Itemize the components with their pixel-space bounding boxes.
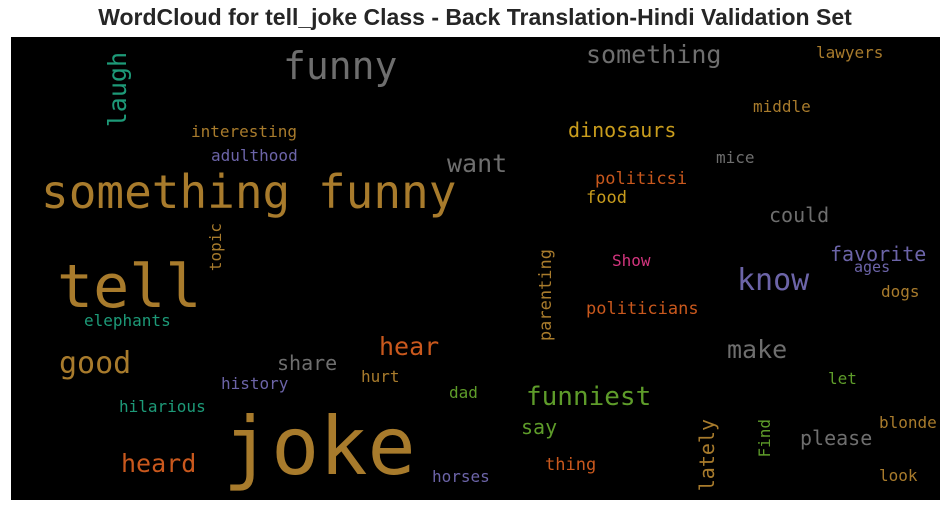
cloud-word: look bbox=[879, 466, 918, 485]
cloud-word: joke bbox=[223, 400, 416, 493]
cloud-word: thing bbox=[545, 455, 597, 475]
cloud-word: lately bbox=[695, 419, 719, 492]
cloud-word: let bbox=[828, 369, 857, 388]
cloud-word: hear bbox=[379, 332, 440, 361]
cloud-word: say bbox=[521, 415, 558, 439]
cloud-word: lawyers bbox=[816, 43, 884, 62]
cloud-word: mice bbox=[716, 148, 755, 167]
cloud-word: interesting bbox=[191, 122, 297, 141]
cloud-word: topic bbox=[206, 223, 225, 272]
cloud-word: Find bbox=[755, 419, 774, 458]
cloud-word: please bbox=[800, 426, 873, 450]
cloud-word: ages bbox=[854, 258, 891, 276]
cloud-word: funniest bbox=[526, 382, 652, 412]
cloud-word: hilarious bbox=[119, 397, 206, 416]
cloud-word: something funny bbox=[41, 165, 457, 219]
cloud-word: politicians bbox=[586, 299, 699, 319]
chart-title: WordCloud for tell_joke Class - Back Tra… bbox=[98, 4, 852, 30]
cloud-word: adulthood bbox=[211, 146, 298, 165]
cloud-word: food bbox=[586, 188, 627, 208]
cloud-word: hurt bbox=[361, 367, 400, 386]
cloud-word: blonde bbox=[879, 413, 937, 432]
cloud-word: good bbox=[59, 346, 132, 381]
cloud-word: could bbox=[769, 203, 830, 227]
cloud-word: laugh bbox=[103, 52, 132, 128]
cloud-word: Show bbox=[612, 251, 651, 270]
cloud-word: dad bbox=[449, 383, 478, 402]
cloud-word: dinosaurs bbox=[568, 118, 677, 142]
cloud-word: middle bbox=[753, 97, 811, 116]
cloud-word: dogs bbox=[881, 282, 920, 301]
cloud-word: favorite bbox=[830, 242, 927, 266]
cloud-word: horses bbox=[432, 467, 490, 486]
word-cloud: something funny tell joke funny something lau… bbox=[11, 37, 940, 500]
cloud-word: parenting bbox=[536, 249, 556, 342]
cloud-word: elephants bbox=[84, 311, 171, 330]
cloud-word: heard bbox=[121, 449, 197, 478]
cloud-word: want bbox=[447, 149, 508, 178]
cloud-word: share bbox=[277, 351, 338, 375]
cloud-word: tell bbox=[57, 252, 202, 322]
cloud-word: funny bbox=[283, 44, 398, 88]
cloud-word: history bbox=[221, 374, 289, 393]
cloud-word: know bbox=[737, 263, 810, 298]
cloud-word: something bbox=[586, 40, 722, 69]
cloud-word: make bbox=[727, 335, 788, 364]
cloud-word: politicsi bbox=[595, 169, 688, 189]
